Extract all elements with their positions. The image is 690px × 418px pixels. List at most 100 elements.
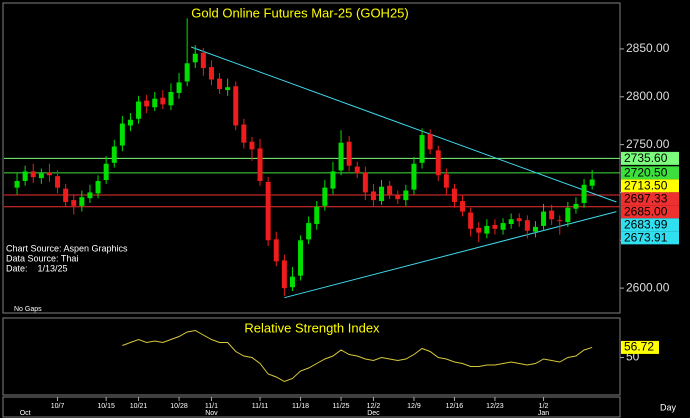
rsi-panel [2,317,621,396]
candle-body [144,100,150,107]
candle-body [233,86,239,126]
candle-body [257,148,263,181]
x-tick-label: 11/11 [252,403,269,410]
candle-body [38,173,44,179]
candle-body [200,52,206,69]
level-label: 2685.00 [624,205,668,219]
candle-body [532,226,538,232]
candle-body [330,171,336,189]
candle-body [589,179,595,186]
candle-body [103,163,109,181]
level-label: 2720.50 [624,166,668,180]
y-tick-label: 2850.00 [626,41,670,55]
x-tick-label: 1/2 [539,403,549,410]
chart-title: Gold Online Futures Mar-25 (GOH25) [191,5,408,20]
candle-body [71,200,77,206]
level-label: 2697.33 [624,192,668,206]
month-label: Dec [367,410,380,417]
candle-body [225,87,231,91]
candle-body [338,142,344,171]
candle-body [217,78,223,90]
candle-body [484,225,490,234]
candle-body [346,141,352,166]
candle-body [30,171,36,178]
candle-body [451,188,457,203]
candle-body [557,220,563,222]
candle-body [468,212,474,229]
candle-body [379,186,385,202]
level-box [621,205,679,219]
candle-body [314,206,320,225]
candle-body [500,223,506,230]
candle-body [403,190,409,201]
level-label: 2683.99 [624,218,668,232]
candle-body [63,188,69,203]
candle-body [119,123,125,146]
level-box [621,151,679,165]
note: Data Source: Thai [6,253,78,263]
candle-body [184,63,190,82]
level-box [621,166,679,180]
candle-body [549,210,555,220]
rsi-title: Relative Strength Index [244,320,380,335]
x-tick-label: 10/7 [51,403,65,410]
level-box [621,218,679,232]
level-label: 2673.91 [624,231,668,245]
period-label: Day [660,402,677,412]
candle-body [362,172,368,193]
month-label: Jan [538,410,549,417]
candle-body [581,184,587,203]
candle-body [524,220,530,231]
candle-body [111,146,117,163]
candle-body [249,141,255,150]
level-box [621,231,679,245]
candle-body [370,191,376,201]
candle-body [281,260,287,289]
candle-body [435,150,441,176]
candle-body [265,181,271,241]
trend-line [284,211,617,299]
candle-body [573,203,579,209]
y-tick-label: 2600.00 [626,280,670,294]
candle-body [273,239,279,262]
y-tick-label: 2800.00 [626,89,670,103]
candle-body [541,211,547,226]
candle-body [160,97,166,105]
candle-body [306,223,312,240]
candle-body [208,67,214,80]
month-label: Oct [20,410,31,417]
candle-body [22,171,28,181]
candle-body [322,187,328,206]
value-label: 56.72 [624,340,654,354]
candle-body [354,166,360,174]
candle-body [492,224,498,229]
x-tick-label: 12/2 [367,403,381,410]
candle-body [443,174,449,188]
candle-body [79,197,85,206]
candle-body [55,176,61,188]
candle-body [476,227,482,233]
candle-body [136,101,142,119]
candle-body [411,163,417,190]
level-box [621,179,679,193]
level-label: 2735.60 [624,151,668,165]
x-tick-label: 10/15 [97,403,115,410]
x-tick-label: 12/9 [407,403,421,410]
candle-body [387,185,393,195]
note: Chart Source: Aspen Graphics [6,243,128,253]
y-tick-label: 2750.00 [626,137,670,151]
candle-body [152,98,158,108]
candle-body [508,219,514,225]
trend-line [191,46,617,203]
candle-body [298,240,304,276]
x-tick-label: 11/18 [292,403,309,410]
x-tick-label: 11/1 [205,403,218,410]
candle-body [395,195,401,200]
candle-body [176,82,182,93]
date-axis [2,396,621,418]
candle-body [516,218,522,222]
candle-body [289,276,295,288]
candle-body [419,135,425,163]
